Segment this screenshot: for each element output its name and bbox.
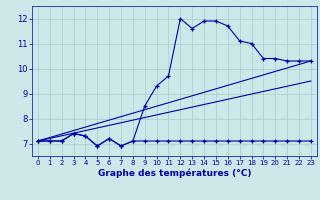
X-axis label: Graphe des températures (°C): Graphe des températures (°C) [98, 169, 251, 178]
